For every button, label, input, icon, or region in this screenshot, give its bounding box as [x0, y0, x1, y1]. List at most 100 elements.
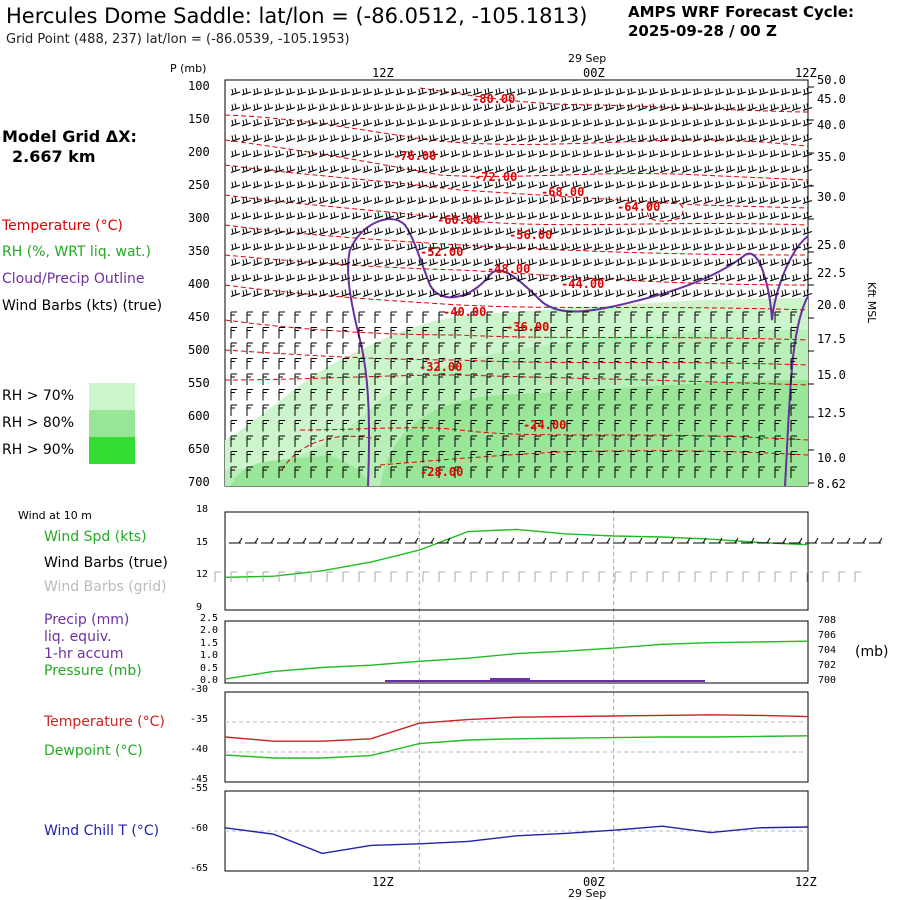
wind-barb [494, 258, 505, 266]
wind-barb [294, 342, 301, 354]
sfc-grid-barb [342, 571, 349, 582]
wind-barb [307, 165, 318, 173]
wind-barb [615, 227, 626, 235]
temperature-contour [281, 435, 381, 471]
wind-barb [527, 118, 538, 127]
wind-barb [362, 196, 373, 204]
wind-barb [549, 227, 560, 235]
wind-barb [310, 466, 317, 478]
wind-barb [736, 273, 747, 282]
wind-barb [318, 211, 329, 220]
wind-barb [252, 211, 263, 220]
wind-chill-line [224, 825, 809, 855]
temperature-label: -32.00 [419, 360, 463, 374]
wind-barb [230, 258, 241, 266]
wind-barb [518, 327, 525, 339]
wind-barb [566, 342, 573, 354]
wind-barb [774, 389, 781, 401]
wind-barb [406, 149, 417, 158]
wind-barb [502, 466, 509, 478]
wind-barb [274, 289, 285, 297]
wind-barb [747, 242, 758, 251]
temperature-contour [224, 164, 809, 209]
wind-barb [329, 289, 340, 297]
wind-barb [342, 435, 349, 447]
wind-barb [318, 180, 329, 189]
wind-barb [648, 196, 659, 204]
wind-barb [758, 258, 769, 266]
wind-barb [318, 196, 329, 204]
wind-barb [566, 404, 573, 416]
wind-barb [534, 420, 541, 432]
wind-barb [747, 196, 758, 204]
wind-barb [694, 311, 701, 323]
wind-barb [329, 165, 340, 173]
wind-barb [246, 451, 253, 463]
wind-barb [726, 451, 733, 463]
wind-barb [646, 373, 653, 385]
wind-barb [362, 273, 373, 282]
wind-barb [598, 373, 605, 385]
wind-barb [450, 118, 461, 127]
wind-barb [274, 149, 285, 158]
wind-barb [262, 342, 269, 354]
wind-barb [593, 180, 604, 189]
wind-barb [694, 358, 701, 370]
wind-barb [726, 358, 733, 370]
wind-barb [470, 404, 477, 416]
wind-barb [598, 327, 605, 339]
sfc-grid-barb [262, 571, 269, 582]
wind-barb [450, 87, 461, 96]
wind-barb [604, 242, 615, 251]
sfc-grid-barb [630, 571, 637, 582]
wind-barb [310, 435, 317, 447]
wind-barb [670, 165, 681, 173]
wind-barb [285, 211, 296, 220]
wind-barb [560, 196, 571, 204]
wind-barb [670, 87, 681, 96]
wind-barb [505, 211, 516, 220]
wind-barb [230, 242, 241, 251]
wind-barb [791, 165, 802, 173]
wind-barb [351, 165, 362, 173]
wind-barb [550, 435, 557, 447]
wind-barb [326, 420, 333, 432]
wind-barb [438, 342, 445, 354]
height-tick-30.0: 30.0 [817, 190, 846, 204]
wind-barb [703, 227, 714, 235]
wind-barb [516, 180, 527, 189]
wind-barb [362, 134, 373, 142]
wind-barb [549, 118, 560, 127]
wind-barb [516, 149, 527, 158]
wind-barb [274, 180, 285, 189]
wind-barb [438, 373, 445, 385]
wind-barb [472, 134, 483, 142]
wind-barb [263, 196, 274, 204]
wind-barb [637, 118, 648, 127]
temperature-label: -48.00 [487, 262, 531, 276]
wind-barb [422, 327, 429, 339]
wind-barb [438, 451, 445, 463]
wind-barb [758, 118, 769, 127]
wind-barb [395, 258, 406, 266]
wind-barb [502, 404, 509, 416]
wind-barb [241, 165, 252, 173]
wind-barb [626, 165, 637, 173]
wind-barb [384, 149, 395, 158]
temp-panel-label: Temperature (°C) [44, 714, 165, 730]
wind-barb [726, 466, 733, 478]
wind-barb [593, 258, 604, 266]
wind-barb [678, 373, 685, 385]
wind-barb [747, 211, 758, 220]
wind-barb [614, 404, 621, 416]
wind-barb [494, 289, 505, 297]
wind-barb [516, 165, 527, 173]
sfc-grid-barb [422, 571, 429, 582]
wind-barb [790, 451, 797, 463]
wind-barb [428, 273, 439, 282]
wind-barb [550, 389, 557, 401]
wind-barb [406, 358, 413, 370]
wind-barb [758, 435, 765, 447]
wind-barb [406, 196, 417, 204]
wind-barb [747, 103, 758, 111]
